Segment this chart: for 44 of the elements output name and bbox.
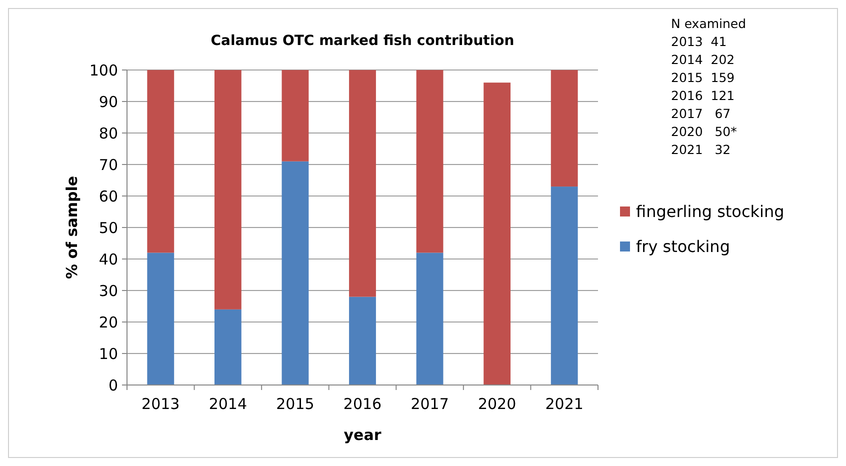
y-tick-label: 40 xyxy=(98,250,118,268)
text: 2020 50* xyxy=(671,124,737,139)
bar xyxy=(282,70,309,162)
x-axis-title: year xyxy=(344,426,382,444)
bar xyxy=(349,70,376,297)
x-tick-label: 2016 xyxy=(343,395,382,413)
bar xyxy=(147,70,174,253)
x-tick-label: 2017 xyxy=(410,395,449,413)
text: 2021 32 xyxy=(671,142,731,157)
legend-label: fry stocking xyxy=(636,237,730,256)
bar xyxy=(349,296,376,385)
text: 2016 121 xyxy=(671,88,735,103)
bar xyxy=(214,70,242,310)
text: 2017 67 xyxy=(671,106,731,121)
bar xyxy=(550,186,578,385)
y-tick-label: 90 xyxy=(98,92,118,111)
y-tick-label: 0 xyxy=(108,376,118,394)
legend-label: fingerling stocking xyxy=(636,202,784,222)
y-tick-label: 70 xyxy=(98,156,118,174)
text: 2015 159 xyxy=(671,70,735,85)
bar xyxy=(214,309,242,385)
bar xyxy=(484,82,511,385)
y-axis-title: % of sample xyxy=(63,176,81,280)
y-tick-label: 10 xyxy=(98,344,118,363)
x-tick-label: 2015 xyxy=(276,395,314,413)
bar xyxy=(416,70,444,253)
y-tick-label: 80 xyxy=(98,124,118,142)
text: 2013 41 xyxy=(671,34,727,49)
bar xyxy=(147,252,174,385)
x-tick-label: 2014 xyxy=(208,395,248,413)
x-tick-label: 2013 xyxy=(142,395,180,413)
chart-title: Calamus OTC marked fish contribution xyxy=(210,33,514,49)
bar xyxy=(550,70,578,187)
x-tick-label: 2020 xyxy=(478,395,516,413)
bar xyxy=(282,161,309,385)
text: 2014 202 xyxy=(671,52,735,67)
x-tick-label: 2021 xyxy=(545,395,584,413)
y-tick-label: 100 xyxy=(89,61,118,80)
y-tick-label: 30 xyxy=(98,282,118,300)
bar xyxy=(416,252,444,385)
y-tick-label: 60 xyxy=(98,187,118,206)
y-tick-label: 50 xyxy=(98,218,118,237)
y-tick-label: 20 xyxy=(98,313,118,332)
text: N examined xyxy=(671,16,746,31)
